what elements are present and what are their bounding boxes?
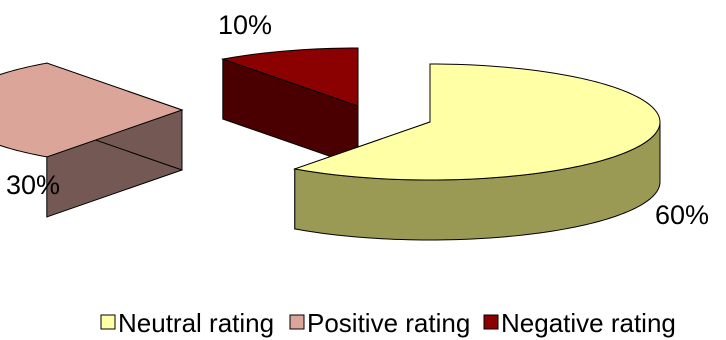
slice-positive-top [0, 62, 184, 158]
legend: Neutral rating Positive rating Negative … [100, 308, 676, 338]
legend-label-negative: Negative rating [501, 308, 676, 338]
slice-label-positive: 30% [6, 170, 60, 200]
legend-swatch-neutral [100, 314, 116, 330]
legend-label-positive: Positive rating [307, 308, 470, 338]
slice-negative [220, 47, 359, 167]
slice-neutral-top [292, 63, 661, 181]
slice-negative-top [220, 47, 359, 107]
legend-swatch-negative [483, 314, 499, 330]
slice-positive [0, 62, 184, 218]
slice-neutral [292, 63, 661, 241]
slice-label-negative: 10% [218, 10, 272, 40]
pie-plot-area [0, 47, 661, 241]
legend-swatch-positive [289, 314, 305, 330]
slice-label-neutral: 60% [655, 200, 709, 230]
legend-label-neutral: Neutral rating [118, 308, 274, 338]
